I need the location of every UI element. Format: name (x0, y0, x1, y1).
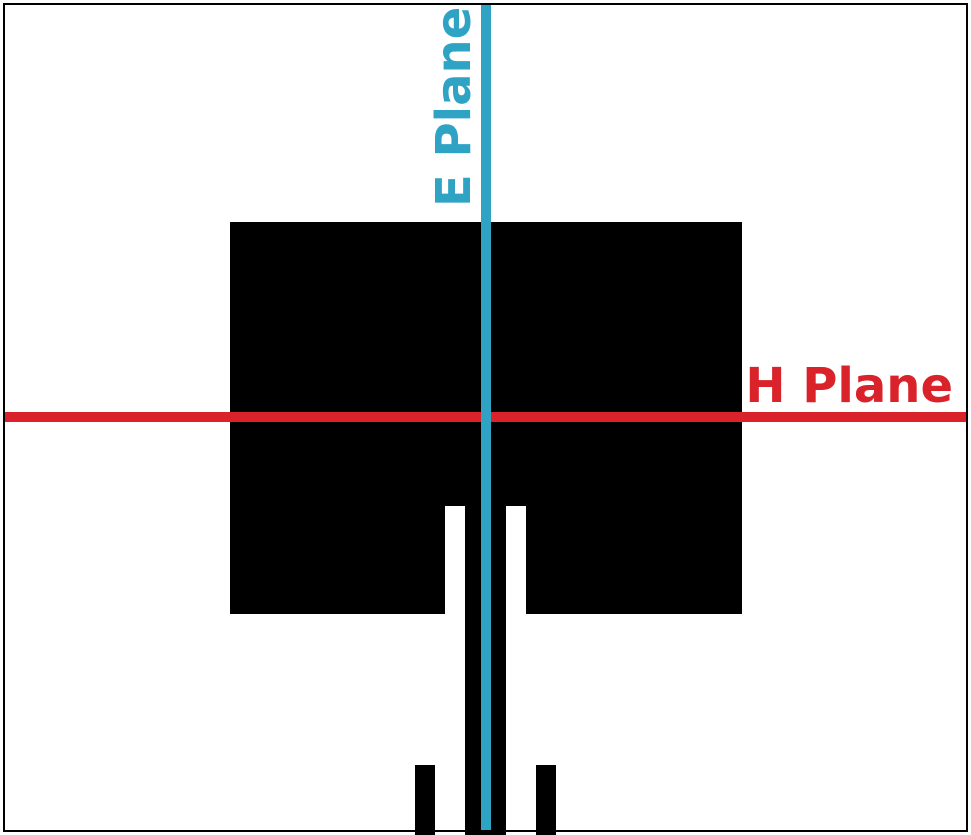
diagram-frame (3, 3, 968, 832)
h-plane-label: H Plane (745, 358, 953, 414)
e-plane-line (481, 5, 491, 831)
e-plane-label: E Plane (426, 7, 482, 207)
ground-strip-right (536, 765, 556, 835)
ground-strip-left (415, 765, 435, 835)
